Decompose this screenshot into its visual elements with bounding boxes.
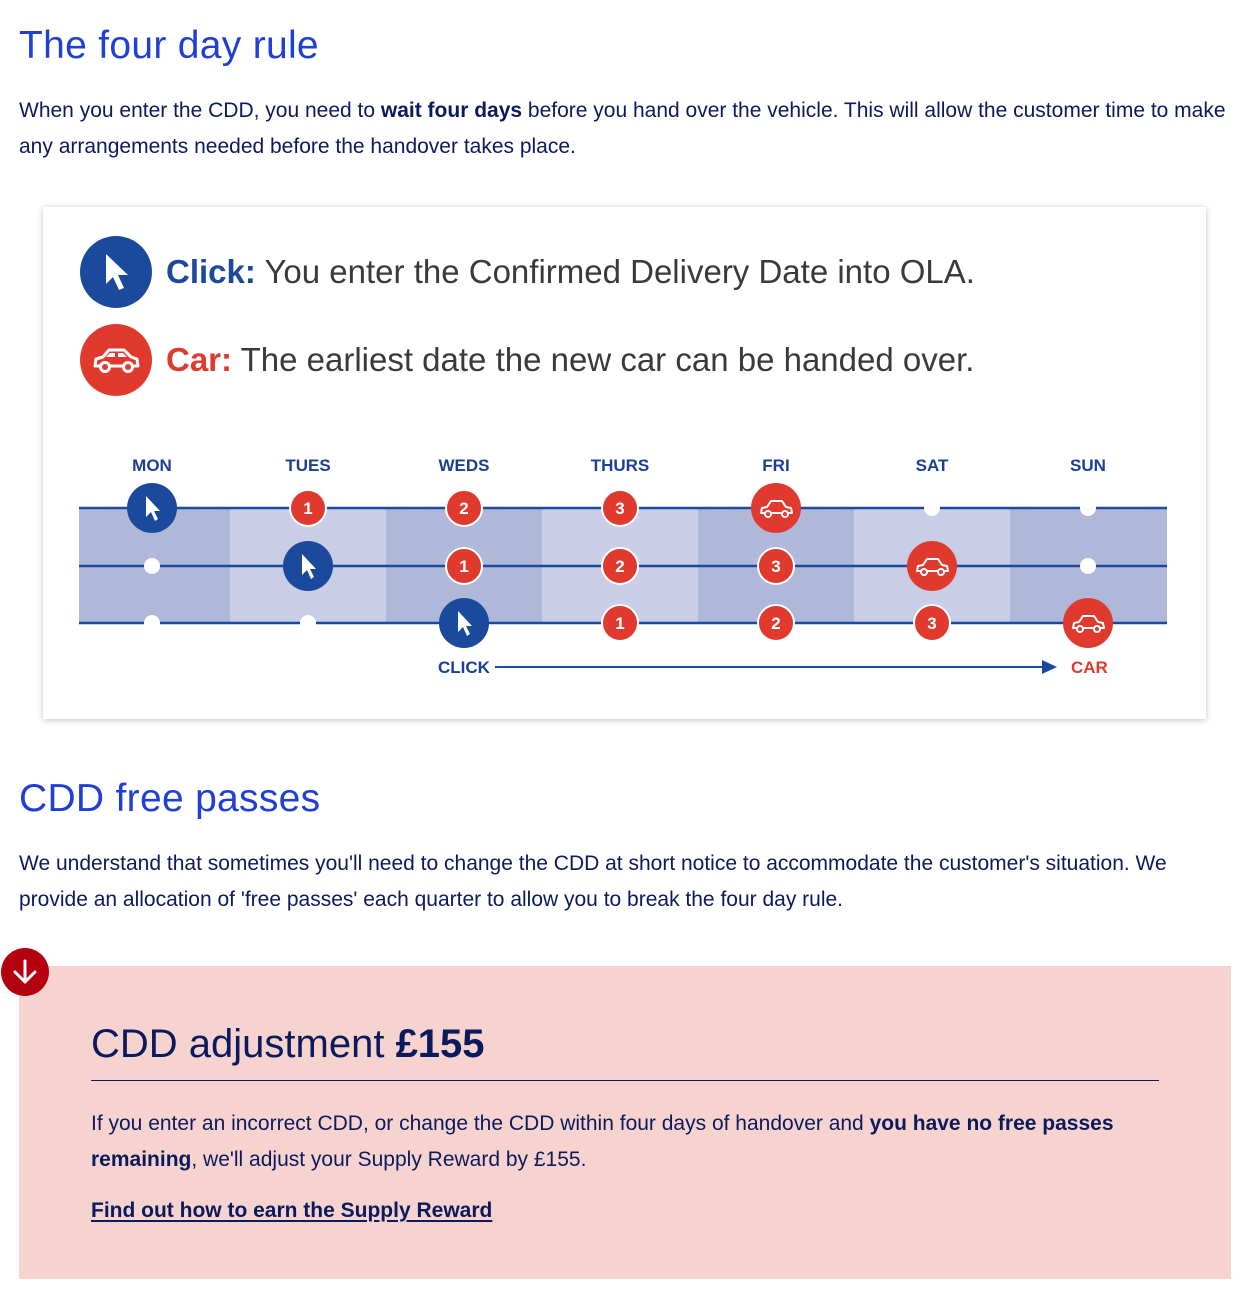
- day-label-sat: SAT: [915, 456, 949, 475]
- day-count-marker: 2: [757, 604, 795, 642]
- day-label-tues: TUES: [285, 456, 331, 475]
- day-count-text: 1: [303, 499, 312, 518]
- empty-day-dot: [1080, 558, 1096, 574]
- day-count-marker: 3: [601, 489, 639, 527]
- day-count-marker: 1: [445, 547, 483, 585]
- flow-start-label: CLICK: [438, 658, 490, 677]
- click-legend: Click: You enter the Confirmed Delivery …: [80, 236, 975, 308]
- car-icon: [907, 541, 957, 591]
- callout-bold-text: you have no free passes remaining: [91, 1112, 1114, 1171]
- car-legend-text: Car: The earliest date the new car can b…: [166, 341, 974, 379]
- callout-text: If you enter an incorrect CDD, or change…: [91, 1112, 870, 1135]
- car-legend-label: Car:: [166, 341, 233, 378]
- callout-title-text: CDD adjustment: [91, 1022, 396, 1066]
- day-label-thurs: THURS: [590, 456, 650, 475]
- para-text: When you enter the CDD, you need to: [19, 99, 381, 122]
- cursor-icon: [283, 541, 333, 591]
- supply-reward-link[interactable]: Find out how to earn the Supply Reward: [91, 1199, 493, 1222]
- car-legend: Car: The earliest date the new car can b…: [80, 324, 974, 396]
- arrow-down-icon: [1, 948, 49, 996]
- cursor-icon: [439, 598, 489, 648]
- callout-title-amount: £155: [395, 1022, 485, 1066]
- click-legend-text: Click: You enter the Confirmed Delivery …: [166, 253, 975, 291]
- click-legend-label: Click:: [166, 253, 256, 290]
- day-count-text: 2: [771, 614, 780, 633]
- car-icon: [1063, 598, 1113, 648]
- day-count-marker: 2: [445, 489, 483, 527]
- day-count-text: 2: [615, 557, 624, 576]
- day-label-mon: MON: [132, 456, 172, 475]
- day-count-text: 3: [771, 557, 780, 576]
- empty-day-dot: [144, 558, 160, 574]
- car-icon: [751, 483, 801, 533]
- flow-arrow-head: [1042, 660, 1057, 674]
- day-count-marker: 1: [601, 604, 639, 642]
- para-bold-text: wait four days: [380, 99, 523, 122]
- day-label-sun: SUN: [1070, 456, 1106, 475]
- day-count-text: 2: [459, 499, 468, 518]
- day-count-marker: 3: [913, 604, 951, 642]
- para-text: before you hand over the vehicle. This w…: [19, 99, 1226, 158]
- callout-text: , we'll adjust your Supply Reward by £15…: [191, 1148, 587, 1171]
- cdd-adjustment-callout: CDD adjustment £155 If you enter an inco…: [19, 966, 1231, 1279]
- empty-day-dot: [144, 615, 160, 631]
- empty-day-dot: [924, 500, 940, 516]
- day-count-text: 3: [615, 499, 624, 518]
- day-count-text: 3: [927, 614, 936, 633]
- four-day-rule-heading: The four day rule: [19, 24, 319, 67]
- callout-title: CDD adjustment £155: [91, 1022, 485, 1067]
- click-legend-desc: You enter the Confirmed Delivery Date in…: [255, 253, 975, 290]
- day-count-marker: 1: [289, 489, 327, 527]
- timeline-chart: 1 2 3 1 2 3 1 2 3: [79, 483, 1167, 674]
- flow-end-label: CAR: [1071, 658, 1108, 677]
- empty-day-dot: [300, 615, 316, 631]
- four-day-rule-infographic: Click: You enter the Confirmed Delivery …: [43, 207, 1206, 719]
- empty-day-dot: [1080, 500, 1096, 516]
- car-icon: [80, 324, 152, 396]
- day-label-weds: WEDS: [438, 456, 490, 475]
- day-count-text: 1: [615, 614, 624, 633]
- free-passes-paragraph: We understand that sometimes you'll need…: [19, 852, 1167, 911]
- four-day-rule-paragraph: When you enter the CDD, you need to wait…: [19, 93, 1234, 165]
- day-count-marker: 2: [601, 547, 639, 585]
- day-count-marker: 3: [757, 547, 795, 585]
- callout-divider: [91, 1080, 1159, 1081]
- callout-paragraph: If you enter an incorrect CDD, or change…: [91, 1106, 1161, 1178]
- day-label-fri: FRI: [762, 456, 790, 475]
- car-legend-desc: The earliest date the new car can be han…: [232, 341, 975, 378]
- day-count-text: 1: [459, 557, 468, 576]
- free-passes-heading: CDD free passes: [19, 777, 321, 820]
- cursor-icon: [127, 483, 177, 533]
- cursor-icon: [80, 236, 152, 308]
